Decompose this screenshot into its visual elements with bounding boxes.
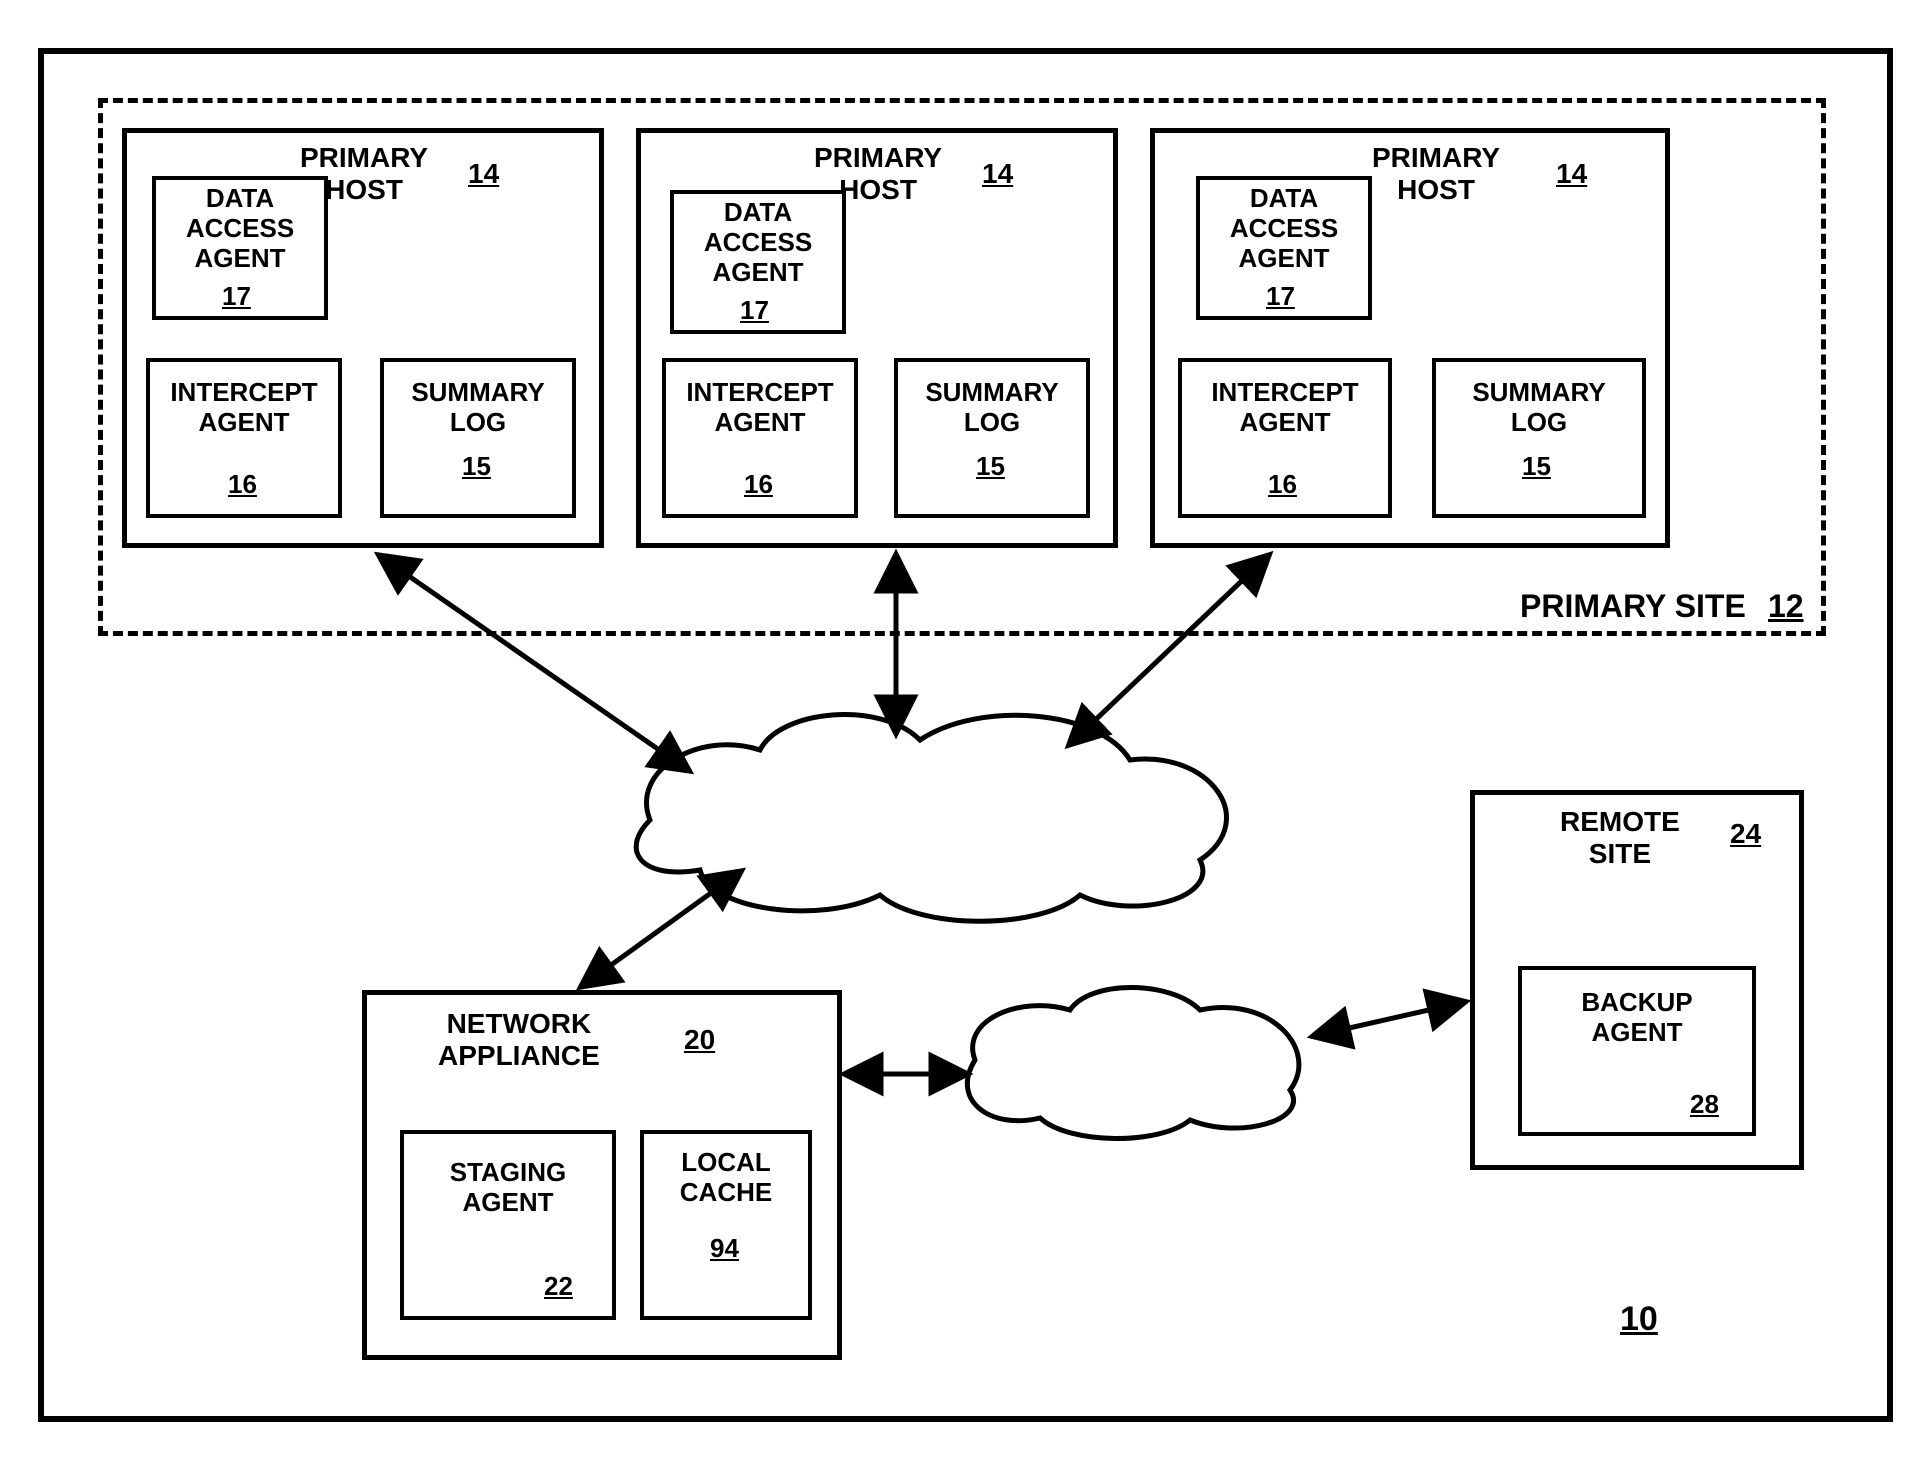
network-appliance-title: NETWORK APPLIANCE: [438, 1008, 600, 1072]
host1-daa-ref: 17: [740, 296, 769, 326]
host0-daa-label: DATA ACCESS AGENT: [182, 184, 298, 274]
backup-agent-ref: 28: [1690, 1090, 1719, 1120]
host0-inter-label: INTERCEPT AGENT: [162, 378, 326, 438]
host0-sum-ref: 15: [462, 452, 491, 482]
wan-label: WAN: [1064, 1046, 1129, 1078]
host2-inter-ref: 16: [1268, 470, 1297, 500]
host2-sum-ref: 15: [1522, 452, 1551, 482]
host2-daa-ref: 17: [1266, 282, 1295, 312]
staging-agent-label: STAGING AGENT: [438, 1158, 578, 1218]
figure-ref: 10: [1620, 1300, 1658, 1339]
host1-sum-label: SUMMARY LOG: [914, 378, 1070, 438]
host1-daa-label: DATA ACCESS AGENT: [700, 198, 816, 288]
primary-site-ref: 12: [1768, 588, 1804, 625]
host0-inter-ref: 16: [228, 470, 257, 500]
lanman-label: LAN/MAN: [830, 796, 959, 828]
backup-agent-label: BACKUP AGENT: [1566, 988, 1708, 1048]
host2-inter-label: INTERCEPT AGENT: [1200, 378, 1370, 438]
remote-site-title: REMOTE SITE: [1560, 806, 1680, 870]
primary-site-label: PRIMARY SITE: [1520, 588, 1746, 625]
wan-ref: 26: [1170, 1046, 1201, 1078]
network-appliance-ref: 20: [684, 1024, 715, 1056]
host1-inter-label: INTERCEPT AGENT: [678, 378, 842, 438]
local-cache-ref: 94: [710, 1234, 739, 1264]
host0-sum-label: SUMMARY LOG: [400, 378, 556, 438]
local-cache-label: LOCAL CACHE: [672, 1148, 780, 1208]
staging-agent-ref: 22: [544, 1272, 573, 1302]
primary-host-2-ref: 14: [1556, 158, 1587, 190]
primary-host-2-title: PRIMARY HOST: [1372, 142, 1500, 206]
host2-daa-label: DATA ACCESS AGENT: [1226, 184, 1342, 274]
host2-sum-label: SUMMARY LOG: [1456, 378, 1622, 438]
primary-host-0-ref: 14: [468, 158, 499, 190]
diagram-canvas: PRIMARY SITE 12 PRIMARY HOST 14 DATA ACC…: [0, 0, 1931, 1470]
primary-host-1-ref: 14: [982, 158, 1013, 190]
host1-sum-ref: 15: [976, 452, 1005, 482]
remote-site-ref: 24: [1730, 818, 1761, 850]
host0-daa-ref: 17: [222, 282, 251, 312]
host1-inter-ref: 16: [744, 470, 773, 500]
lanman-ref: 18: [1018, 796, 1049, 828]
